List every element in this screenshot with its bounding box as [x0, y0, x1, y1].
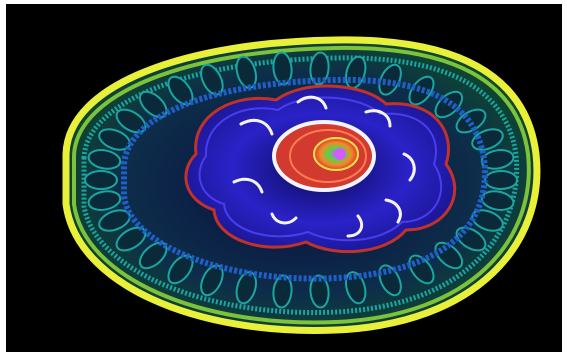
petal: [98, 209, 131, 232]
petal: [167, 254, 194, 285]
petal: [84, 170, 118, 190]
core: [272, 120, 376, 192]
blue-band: [121, 76, 488, 282]
image-frame: [6, 4, 562, 352]
petal: [167, 75, 194, 106]
fractal-artwork: [62, 36, 541, 334]
petal: [309, 51, 330, 86]
petal: [98, 128, 131, 151]
petal: [200, 264, 224, 297]
white-swirls: [232, 95, 416, 238]
petal: [408, 254, 435, 285]
petal-band: [84, 51, 518, 309]
petal: [471, 128, 504, 151]
petal: [87, 149, 122, 170]
petal: [87, 190, 122, 211]
petal: [484, 170, 518, 190]
petal: [434, 241, 464, 270]
petal: [309, 274, 330, 309]
